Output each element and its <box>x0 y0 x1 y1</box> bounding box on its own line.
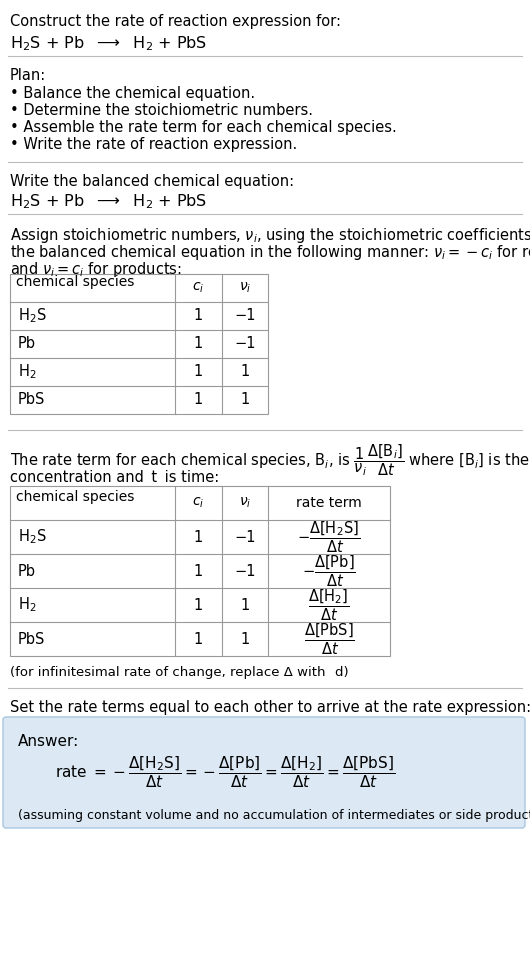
Text: H$_2$S + Pb  $\longrightarrow$  H$_2$ + PbS: H$_2$S + Pb $\longrightarrow$ H$_2$ + Pb… <box>10 192 207 211</box>
Text: Set the rate terms equal to each other to arrive at the rate expression:: Set the rate terms equal to each other t… <box>10 700 530 715</box>
Text: • Determine the stoichiometric numbers.: • Determine the stoichiometric numbers. <box>10 103 313 118</box>
Text: 1: 1 <box>194 597 203 613</box>
Text: $\nu_i$: $\nu_i$ <box>239 281 251 295</box>
Text: $\dfrac{\Delta[\mathrm{H_2}]}{\Delta t}$: $\dfrac{\Delta[\mathrm{H_2}]}{\Delta t}$ <box>308 588 350 623</box>
Text: PbS: PbS <box>18 631 46 646</box>
Text: $\nu_i$: $\nu_i$ <box>239 496 251 510</box>
Text: The rate term for each chemical species, B$_i$, is $\dfrac{1}{\nu_i}\dfrac{\Delt: The rate term for each chemical species,… <box>10 442 530 477</box>
Text: 1: 1 <box>241 631 250 646</box>
Text: −1: −1 <box>234 308 256 323</box>
Text: Plan:: Plan: <box>10 68 46 83</box>
Text: Construct the rate of reaction expression for:: Construct the rate of reaction expressio… <box>10 14 341 29</box>
Text: concentration and  t  is time:: concentration and t is time: <box>10 470 219 485</box>
Text: −1: −1 <box>234 337 256 351</box>
Text: 1: 1 <box>194 392 203 408</box>
Text: (assuming constant volume and no accumulation of intermediates or side products): (assuming constant volume and no accumul… <box>18 809 530 822</box>
Text: 1: 1 <box>194 631 203 646</box>
Text: $\dfrac{\Delta[\mathrm{PbS}]}{\Delta t}$: $\dfrac{\Delta[\mathrm{PbS}]}{\Delta t}$ <box>304 621 355 657</box>
Text: H$_2$S: H$_2$S <box>18 306 47 325</box>
Text: Write the balanced chemical equation:: Write the balanced chemical equation: <box>10 174 294 189</box>
Text: Pb: Pb <box>18 337 36 351</box>
Text: rate term: rate term <box>296 496 362 510</box>
Text: 1: 1 <box>194 563 203 579</box>
Text: $-\dfrac{\Delta[\mathrm{H_2S}]}{\Delta t}$: $-\dfrac{\Delta[\mathrm{H_2S}]}{\Delta t… <box>297 519 360 554</box>
Text: Answer:: Answer: <box>18 734 80 749</box>
Text: H$_2$: H$_2$ <box>18 363 37 382</box>
Text: Assign stoichiometric numbers, $\nu_i$, using the stoichiometric coefficients, $: Assign stoichiometric numbers, $\nu_i$, … <box>10 226 530 245</box>
Text: 1: 1 <box>194 364 203 380</box>
Text: the balanced chemical equation in the following manner: $\nu_i = -c_i$ for react: the balanced chemical equation in the fo… <box>10 243 530 262</box>
Text: H$_2$S: H$_2$S <box>18 528 47 547</box>
Text: H$_2$: H$_2$ <box>18 595 37 614</box>
Text: Pb: Pb <box>18 563 36 579</box>
Text: • Balance the chemical equation.: • Balance the chemical equation. <box>10 86 255 101</box>
Text: 1: 1 <box>241 364 250 380</box>
Bar <box>10 486 390 656</box>
Text: H$_2$S + Pb  $\longrightarrow$  H$_2$ + PbS: H$_2$S + Pb $\longrightarrow$ H$_2$ + Pb… <box>10 34 207 53</box>
Text: $-\dfrac{\Delta[\mathrm{Pb}]}{\Delta t}$: $-\dfrac{\Delta[\mathrm{Pb}]}{\Delta t}$ <box>302 553 356 589</box>
Text: 1: 1 <box>241 597 250 613</box>
Text: PbS: PbS <box>18 392 46 408</box>
Text: $c_i$: $c_i$ <box>192 281 205 295</box>
Text: rate $= -\dfrac{\Delta[\mathrm{H_2S}]}{\Delta t}$$ = -\dfrac{\Delta[\mathrm{Pb}]: rate $= -\dfrac{\Delta[\mathrm{H_2S}]}{\… <box>55 754 395 790</box>
Bar <box>10 274 268 414</box>
Text: −1: −1 <box>234 563 256 579</box>
Text: • Assemble the rate term for each chemical species.: • Assemble the rate term for each chemic… <box>10 120 397 135</box>
Text: chemical species: chemical species <box>16 275 135 289</box>
Text: 1: 1 <box>194 337 203 351</box>
Text: −1: −1 <box>234 530 256 545</box>
Text: (for infinitesimal rate of change, replace Δ with   d): (for infinitesimal rate of change, repla… <box>10 666 349 679</box>
FancyBboxPatch shape <box>3 717 525 828</box>
Text: • Write the rate of reaction expression.: • Write the rate of reaction expression. <box>10 137 297 152</box>
Text: 1: 1 <box>194 308 203 323</box>
Text: 1: 1 <box>194 530 203 545</box>
Text: and $\nu_i = c_i$ for products:: and $\nu_i = c_i$ for products: <box>10 260 182 279</box>
Text: 1: 1 <box>241 392 250 408</box>
Text: chemical species: chemical species <box>16 490 135 504</box>
Text: $c_i$: $c_i$ <box>192 496 205 510</box>
